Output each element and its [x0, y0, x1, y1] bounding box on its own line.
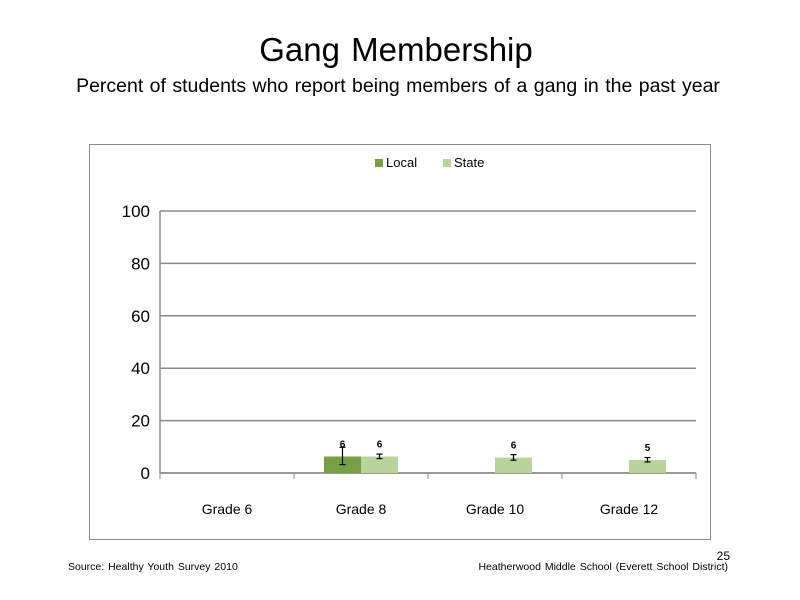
x-tick-label: Grade 6	[202, 501, 253, 517]
data-label: 6	[340, 439, 346, 450]
data-label: 6	[377, 439, 383, 450]
legend-swatch-state	[443, 159, 451, 167]
data-label: 6	[511, 441, 517, 452]
bar-state	[629, 459, 666, 473]
page-number: 25	[716, 549, 730, 563]
y-tick-label: 0	[141, 464, 150, 483]
y-tick-label: 100	[122, 202, 150, 221]
slide-title: Gang Membership	[259, 31, 533, 68]
legend-label-state: State	[454, 155, 484, 170]
x-tick-label: Grade 8	[336, 501, 387, 517]
y-tick-label: 80	[131, 254, 150, 273]
bar-chart: 0 20 40 60 80 100 Grade 6 Grade 8 Grade 10 Grade …	[122, 155, 697, 517]
chart-area: 0 20 40 60 80 100 Grade 6 Grade 8 Grade 10 Grade …	[89, 144, 711, 540]
source-note: Source: Healthy Youth Survey 2010	[68, 561, 238, 573]
x-tick-label: Grade 10	[466, 501, 525, 517]
slide-subtitle: Percent of students who report being mem…	[76, 75, 720, 97]
school-name: Heatherwood Middle School (Everett Schoo…	[478, 561, 728, 573]
bar-state	[361, 456, 398, 473]
bar-state	[495, 457, 532, 473]
legend-label-local: Local	[386, 155, 417, 170]
y-tick-label: 40	[131, 359, 150, 378]
legend-swatch-local	[375, 159, 383, 167]
y-tick-label: 60	[131, 307, 150, 326]
data-label: 5	[645, 443, 651, 454]
x-tick-label: Grade 12	[600, 501, 659, 517]
y-tick-label: 20	[131, 412, 150, 431]
